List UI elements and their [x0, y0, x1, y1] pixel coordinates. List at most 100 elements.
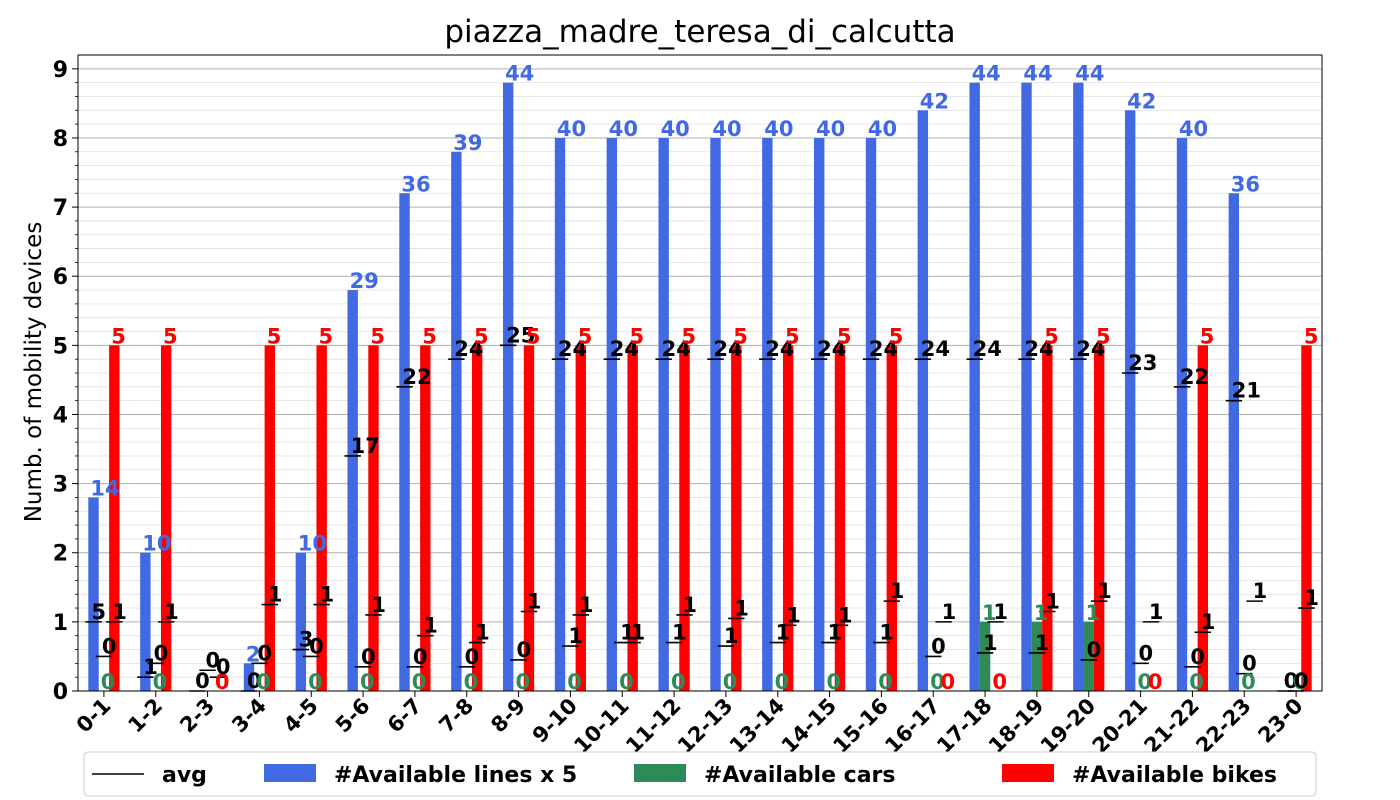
data-label-2-18: 5: [1044, 324, 1059, 348]
x-tick-label: 22-23: [1191, 694, 1255, 758]
x-tick-label: 14-15: [777, 694, 841, 758]
avg-label-2-12: 1: [734, 596, 749, 620]
data-label-2-17: 0: [992, 670, 1007, 694]
x-ticks-layer: 0-1 1-2 2-3 3-4 4-5 5-6 6-7 7-8 8-99-1010-1111-1…: [72, 691, 1308, 758]
avg-label-1-1: 0: [154, 641, 169, 665]
data-label-0-11: 40: [661, 117, 690, 141]
avg-label-2-4: 1: [320, 583, 335, 607]
bar-2-8: [523, 345, 535, 691]
legend-swatch-2: [634, 764, 686, 782]
data-label-0-15: 40: [868, 117, 897, 141]
data-label-2-19: 5: [1096, 324, 1111, 348]
data-label-1-5: 0: [360, 670, 375, 694]
avg-label-1-4: 0: [309, 634, 324, 658]
data-label-0-19: 44: [1075, 62, 1104, 86]
data-label-1-20: 0: [1137, 670, 1152, 694]
avg-label-2-1: 1: [164, 600, 179, 624]
data-label-0-5: 29: [350, 269, 379, 293]
avg-label-0-12: 24: [713, 337, 742, 361]
avg-label-2-18: 1: [1045, 590, 1060, 614]
avg-label-0-10: 24: [610, 337, 639, 361]
avg-label-1-9: 1: [568, 624, 583, 648]
data-label-2-2: 0: [215, 670, 230, 694]
avg-label-1-21: 0: [1190, 645, 1205, 669]
avg-label-0-11: 24: [662, 337, 691, 361]
bar-1-17: [979, 621, 991, 691]
data-label-0-16: 42: [920, 89, 949, 113]
bar-0-17: [969, 82, 980, 692]
avg-label-0-22: 21: [1232, 379, 1261, 403]
avg-label-2-17: 1: [993, 600, 1008, 624]
avg-label-1-14: 1: [828, 621, 843, 645]
legend-frame: [83, 751, 1317, 797]
data-label-1-9: 0: [567, 670, 582, 694]
data-label-1-6: 0: [412, 670, 427, 694]
data-label-last-bikes: 5: [1304, 324, 1319, 348]
bar-0-0: [88, 497, 99, 691]
avg-label-1-22: 0: [1242, 652, 1257, 676]
avg-label-0-7: 24: [454, 337, 483, 361]
bar-0-16: [917, 110, 929, 692]
bar-0-18: [1021, 82, 1032, 692]
x-tick-label: 4-5: [279, 694, 323, 738]
avg-label-0-2: 0: [195, 669, 210, 693]
legend-label-2: #Available cars: [704, 763, 896, 788]
bar-2-6: [420, 345, 431, 691]
data-label-2-16: 0: [941, 670, 956, 694]
x-tick-label: 5-6: [331, 694, 375, 738]
data-label-1-18: 1: [1034, 601, 1049, 625]
x-tick-label: 17-18: [932, 694, 996, 758]
data-label-2-1: 5: [163, 324, 178, 348]
avg-label-0-4: 3: [299, 628, 314, 652]
data-label-0-3: 2: [246, 642, 261, 666]
bar-0-14: [813, 137, 825, 691]
avg-markers-layer: [85, 344, 1315, 692]
x-tick-label: 12-13: [673, 694, 737, 758]
avg-label-2-0: 1: [112, 600, 127, 624]
data-label-0-17: 44: [972, 62, 1001, 86]
data-label-0-9: 40: [557, 117, 586, 141]
data-label-1-0: 0: [101, 670, 116, 694]
bar-2-15: [886, 345, 898, 691]
avg-label-2-2: 0: [216, 655, 231, 679]
data-label-2-6: 5: [422, 324, 437, 348]
data-label-2-4: 5: [319, 324, 334, 348]
data-label-0-18: 44: [1023, 62, 1052, 86]
avg-label-2-13: 1: [786, 603, 801, 627]
data-label-1-19: 1: [1086, 601, 1101, 625]
data-label-1-12: 0: [723, 670, 738, 694]
bar-2-12: [731, 345, 742, 691]
bar-0-13: [762, 137, 773, 691]
bar-2-0: [109, 345, 120, 691]
avg-label-2-21: 1: [1201, 610, 1216, 634]
bar-0-4: [295, 552, 307, 691]
data-label-1-21: 0: [1189, 670, 1204, 694]
bar-0-1: [140, 552, 151, 691]
data-label-0-13: 40: [764, 117, 793, 141]
x-tick-label: 16-17: [880, 694, 944, 758]
bar-2-10: [627, 345, 638, 691]
bar-2-13: [782, 345, 794, 691]
legend-label-0: avg: [162, 763, 207, 788]
avg-label-0-0: 5: [91, 600, 106, 624]
data-labels-layer: 1451010201032917362239244425402440244024…: [90, 62, 1319, 694]
avg-label-0-17: 24: [973, 337, 1002, 361]
data-label-1-11: 0: [671, 670, 686, 694]
data-label-2-5: 5: [370, 324, 385, 348]
bar-0-8: [502, 82, 514, 692]
data-label-2-13: 5: [785, 324, 800, 348]
data-label-0-14: 40: [816, 117, 845, 141]
avg-label-1-6: 0: [413, 645, 428, 669]
x-tick-label: 0-1: [72, 694, 116, 738]
avg-label-1-12: 1: [724, 624, 739, 648]
y-tick-label: 8: [53, 127, 68, 152]
avg-label-1-15: 1: [879, 621, 894, 645]
avg-label-2-20: 1: [1149, 600, 1164, 624]
data-label-1-13: 0: [775, 670, 790, 694]
avg-label-2-15: 1: [890, 579, 905, 603]
data-label-2-10: 5: [630, 324, 645, 348]
y-tick-label: 9: [53, 58, 68, 83]
data-label-0-6: 36: [401, 172, 430, 196]
data-label-0-22: 36: [1231, 172, 1260, 196]
